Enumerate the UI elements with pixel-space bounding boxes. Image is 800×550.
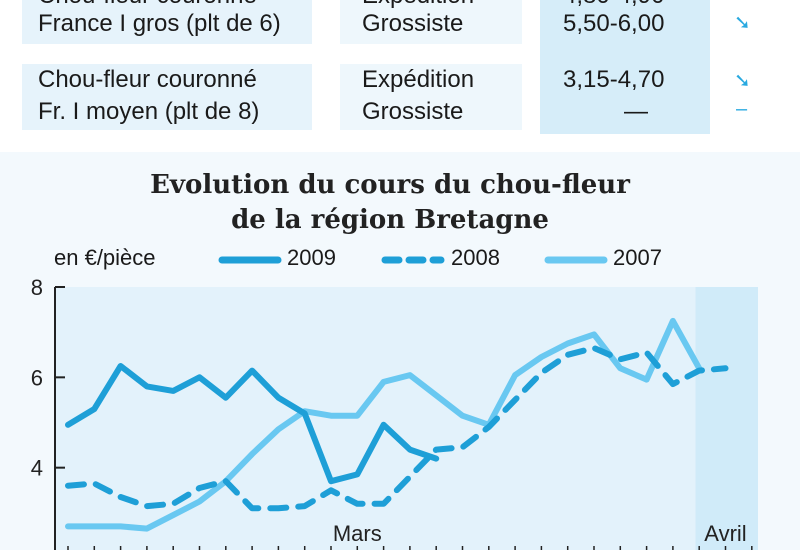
trend-flat-icon: – — [736, 98, 748, 120]
price-line-1: 3,15-4,70 — [563, 66, 665, 93]
row-1-background — [22, 0, 710, 64]
avril-band — [695, 287, 758, 550]
trend-down-icon: ➘ — [734, 12, 751, 34]
row-2-background — [22, 64, 710, 134]
x-marker-label: Mars — [333, 521, 382, 546]
chart-title-line-1: Evolution du cours du chou-fleur — [150, 170, 630, 200]
stage-line-1: Expédition — [362, 0, 474, 12]
trend-down-icon: ➘ — [734, 0, 751, 3]
product-line-1: Chou-fleur couronné — [38, 0, 257, 12]
series-line-2009 — [65, 363, 440, 485]
series-lines — [65, 317, 729, 532]
plot-area — [55, 287, 758, 550]
price-table-row-2: Chou-fleur couronné Fr. I moyen (plt de … — [22, 64, 800, 134]
price-line-2: 5,50-6,00 — [563, 10, 665, 37]
product-line-2: France I gros (plt de 6) — [38, 10, 281, 37]
price-line-1: 4,80-4,90 — [563, 0, 664, 12]
chart-title-line-2: de la région Bretagne — [231, 205, 549, 235]
y-tick-label: 6 — [31, 365, 43, 390]
legend-label-2008: 2008 — [451, 245, 500, 270]
stage-line-2: Grossiste — [362, 98, 464, 125]
price-line-2: — — [624, 98, 648, 125]
product-line-1: Chou-fleur couronné — [38, 66, 257, 93]
legend-label-2007: 2007 — [613, 245, 662, 270]
stage-line-2: Grossiste — [362, 10, 464, 37]
x-marker-label: Avril — [704, 521, 746, 546]
axes: 2 4 6 8 Mars Avril — [31, 275, 753, 550]
stage-line-1: Expédition — [362, 66, 475, 93]
y-axis-unit: en €/pièce — [54, 245, 156, 270]
y-tick-label: 2 — [31, 546, 43, 550]
series-line-2008 — [65, 345, 729, 512]
trend-down-icon: ➘ — [734, 70, 751, 92]
price-table-row-1: Chou-fleur couronné France I gros (plt d… — [22, 0, 800, 64]
y-tick-label: 8 — [31, 275, 43, 300]
series-line-2007 — [65, 317, 703, 532]
product-line-2: Fr. I moyen (plt de 8) — [38, 98, 260, 125]
y-tick-label: 4 — [31, 456, 43, 481]
legend-label-2009: 2009 — [287, 245, 336, 270]
